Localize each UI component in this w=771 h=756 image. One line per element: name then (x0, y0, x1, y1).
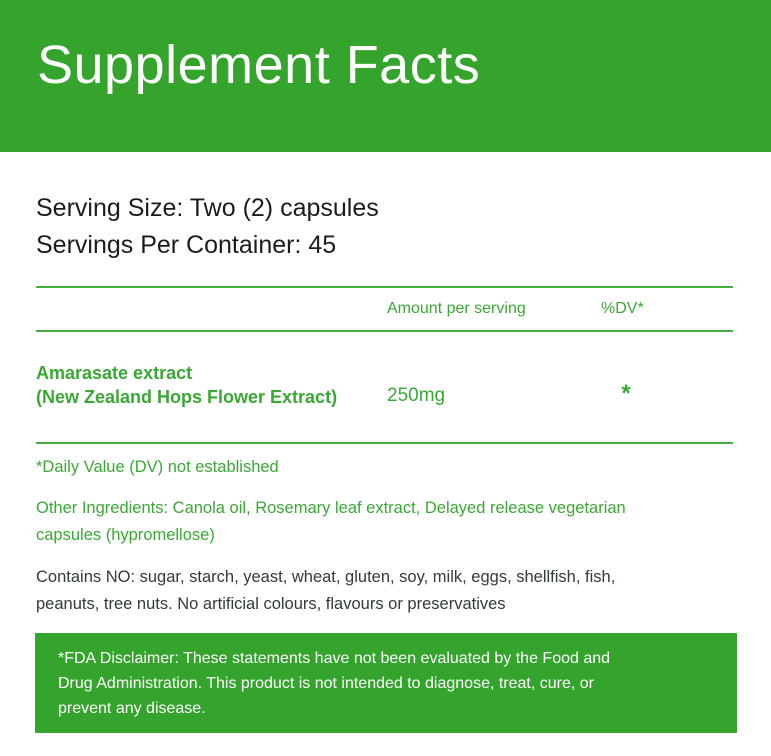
fda-disclaimer-line3: prevent any disease. (58, 700, 206, 717)
column-header-dv: %DV* (601, 300, 644, 317)
ingredient-name: Amarasate extract (New Zealand Hops Flow… (36, 361, 337, 409)
fda-disclaimer-box: *FDA Disclaimer: These statements have n… (35, 633, 737, 733)
divider-middle (36, 330, 733, 332)
fda-disclaimer-line1: *FDA Disclaimer: These statements have n… (58, 650, 611, 667)
ingredient-name-line2: (New Zealand Hops Flower Extract) (36, 387, 338, 407)
ingredient-dv-asterisk: * (621, 380, 631, 407)
serving-size-line: Serving Size: Two (2) capsules (36, 194, 379, 222)
divider-top (36, 286, 733, 288)
dv-footnote: *Daily Value (DV) not established (36, 458, 279, 476)
other-ingredients-line1: Other Ingredients: Canola oil, Rosemary … (36, 499, 626, 517)
page-title: Supplement Facts (37, 35, 481, 95)
servings-per-container-line: Servings Per Container: 45 (36, 231, 337, 259)
contains-line2: peanuts, tree nuts. No artificial colour… (36, 595, 506, 613)
ingredient-name-line1: Amarasate extract (36, 363, 193, 383)
divider-bottom (36, 442, 733, 444)
fda-disclaimer-line2: Drug Administration. This product is not… (58, 675, 594, 692)
fda-disclaimer-text: *FDA Disclaimer: These statements have n… (58, 646, 717, 721)
ingredient-amount: 250mg (387, 385, 446, 406)
serving-info: Serving Size: Two (2) capsules Servings … (36, 190, 379, 264)
header-banner: Supplement Facts (0, 0, 771, 152)
contains-line1: Contains NO: sugar, starch, yeast, wheat… (36, 568, 616, 586)
other-ingredients: Other Ingredients: Canola oil, Rosemary … (36, 495, 626, 549)
column-header-amount-per-serving: Amount per serving (387, 300, 526, 317)
other-ingredients-line2: capsules (hypromellose) (36, 526, 215, 544)
contains-statement: Contains NO: sugar, starch, yeast, wheat… (36, 564, 615, 618)
